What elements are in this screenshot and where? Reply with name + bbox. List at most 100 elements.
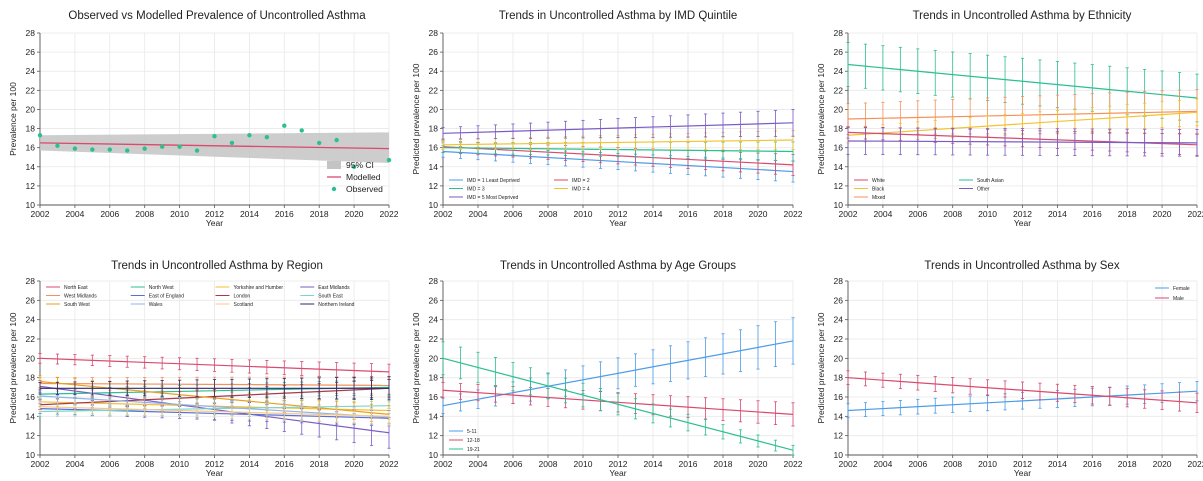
observed-point	[351, 164, 357, 169]
y-tick-label: 12	[834, 181, 844, 191]
y-tick-label: 12	[429, 181, 439, 191]
legend-label: London	[234, 293, 251, 299]
legend-swatch-dot	[331, 186, 337, 192]
y-tick-label: 24	[26, 315, 36, 325]
y-tick-label: 10	[429, 200, 439, 210]
x-tick-label: 2016	[1083, 209, 1102, 219]
x-tick-label: 2016	[275, 459, 294, 469]
x-tick-label: 2018	[310, 209, 329, 219]
x-tick-label: 2006	[908, 459, 927, 469]
x-tick-label: 2010	[170, 209, 189, 219]
legend-label: West Midlands	[64, 293, 97, 299]
legend-label: South East	[318, 293, 343, 299]
observed-point	[37, 133, 43, 138]
y-tick-label: 14	[429, 411, 439, 421]
y-tick-label: 12	[429, 431, 439, 441]
y-tick-label: 26	[429, 47, 439, 57]
legend: IMD = 1 Least Deprived IMD = 2 IMD = 3 IMD …	[449, 178, 590, 201]
x-tick-label: 2022	[1188, 459, 1203, 469]
chart-title: Trends in Uncontrolled Asthma by Age Gro…	[500, 260, 736, 272]
legend-label: 5-11	[467, 429, 477, 435]
legend-label: Observed	[346, 184, 383, 194]
x-tick-label: 2012	[609, 209, 628, 219]
observed-point	[264, 134, 270, 140]
legend-label: North West	[149, 285, 175, 291]
x-tick-label: 2014	[644, 209, 663, 219]
observed-point	[177, 144, 182, 149]
x-tick-label: 2018	[1118, 459, 1137, 469]
legend: North East North West Yorkshire and Humber…	[46, 285, 355, 308]
y-tick-label: 16	[834, 392, 844, 402]
legend: 5-11 12-18 19-21	[449, 429, 480, 453]
legend-label: Male	[1173, 296, 1184, 302]
x-tick-label: 2002	[839, 459, 858, 469]
x-axis-label: Year	[1014, 218, 1031, 228]
y-axis-label: Predicted prevalence per 100	[411, 312, 421, 423]
x-axis-label: Year	[609, 468, 626, 478]
x-tick-label: 2002	[31, 209, 50, 219]
legend-swatch-ci	[327, 161, 341, 169]
x-tick-label: 2022	[784, 459, 803, 469]
observed-point	[386, 157, 392, 163]
ci-band	[40, 132, 389, 163]
x-tick-label: 2014	[1048, 209, 1067, 219]
y-tick-label: 24	[26, 66, 36, 76]
legend-label: IMD = 5 Most Deprived	[467, 195, 518, 201]
x-tick-label: 2012	[1013, 459, 1032, 469]
legend-label: South Asian	[977, 178, 1004, 184]
x-tick-label: 2010	[574, 459, 593, 469]
legend: Female Male	[1155, 286, 1190, 302]
legend-label: Modelled	[346, 172, 381, 182]
y-tick-label: 18	[429, 373, 439, 383]
x-axis-label: Year	[206, 218, 223, 228]
observed-point	[229, 140, 235, 146]
y-tick-label: 14	[834, 411, 844, 421]
legend-label: 19-21	[467, 447, 480, 453]
chart-title: Trends in Uncontrolled Asthma by IMD Qui…	[499, 10, 738, 22]
x-tick-label: 2008	[539, 459, 558, 469]
legend-label: Yorkshire and Humber	[234, 285, 284, 291]
x-tick-label: 2002	[434, 209, 453, 219]
y-tick-label: 10	[26, 450, 36, 460]
y-tick-label: 22	[429, 334, 439, 344]
y-tick-label: 28	[429, 28, 439, 38]
y-axis-label: Predicted prevalence per 100	[8, 312, 18, 423]
y-tick-label: 22	[834, 334, 844, 344]
y-tick-label: 24	[429, 66, 439, 76]
x-tick-label: 2002	[839, 209, 858, 219]
legend-label: Other	[977, 186, 990, 192]
y-tick-label: 20	[429, 104, 439, 114]
legend-label: 95% CI	[346, 160, 374, 170]
y-tick-label: 22	[834, 85, 844, 95]
y-tick-label: 10	[26, 200, 36, 210]
x-tick-label: 2006	[908, 209, 927, 219]
legend-label: Scotland	[234, 302, 254, 308]
x-tick-label: 2010	[978, 209, 997, 219]
x-tick-label: 2004	[873, 209, 892, 219]
legend-label: Mixed	[872, 195, 886, 201]
x-tick-label: 2004	[873, 459, 892, 469]
y-axis-label: Predicted prevalence per 100	[411, 63, 421, 174]
x-tick-label: 2012	[1013, 209, 1032, 219]
series-12	[38, 376, 391, 401]
series-2	[846, 370, 1199, 413]
x-tick-label: 2006	[100, 209, 119, 219]
chart-title: Trends in Uncontrolled Asthma by Region	[111, 260, 323, 272]
legend-label: East of England	[149, 293, 185, 299]
y-tick-label: 26	[834, 295, 844, 305]
legend-label: White	[872, 178, 885, 184]
x-tick-label: 2008	[539, 209, 558, 219]
x-tick-label: 2004	[469, 459, 488, 469]
series-3	[441, 341, 795, 456]
legend-label: Female	[1173, 286, 1190, 292]
x-tick-label: 2020	[345, 209, 364, 219]
legend-label: South West	[64, 302, 90, 308]
y-tick-label: 20	[429, 353, 439, 363]
chart-title: Trends in Uncontrolled Asthma by Sex	[924, 260, 1119, 272]
y-tick-label: 22	[26, 334, 36, 344]
